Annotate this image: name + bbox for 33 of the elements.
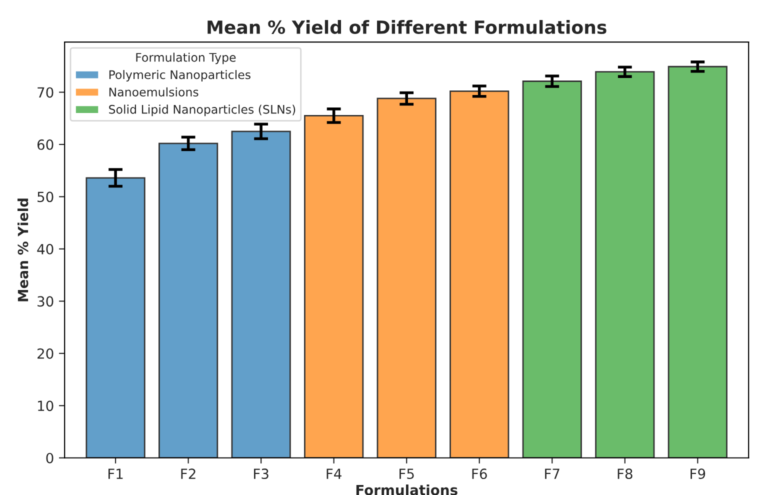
x-tick-label: F7 (545, 468, 560, 479)
x-tick-label: F2 (181, 468, 196, 479)
x-tick-label: F5 (400, 468, 414, 480)
x-tick-label: F4 (326, 468, 342, 479)
legend-label: Nanoemulsions (109, 87, 198, 96)
chart-title: Mean % Yield of Different Formulations (208, 20, 606, 34)
bar (158, 142, 218, 458)
x-tick-label: F9 (690, 468, 706, 480)
y-tick-label: 30 (38, 296, 54, 307)
y-tick-label: 20 (38, 348, 54, 359)
bar (231, 130, 291, 458)
legend-title: Formulation Type (136, 52, 236, 64)
bar (522, 80, 582, 458)
x-tick-label: F3 (254, 468, 268, 480)
bar (595, 71, 655, 458)
y-tick-label: 0 (46, 452, 54, 464)
legend-label: Polymeric Nanoparticles (109, 70, 250, 82)
x-tick-label: F1 (108, 468, 123, 479)
bar (668, 66, 728, 458)
bar (376, 98, 436, 458)
legend-label: Solid Lipid Nanoparticles (SLNs) (109, 104, 296, 116)
bar (86, 177, 146, 458)
bar (450, 90, 510, 458)
y-tick-label: 70 (38, 87, 54, 98)
y-tick-label: 50 (38, 192, 54, 202)
y-tick-label: 40 (37, 244, 54, 254)
y-tick-label: 10 (38, 400, 54, 412)
y-axis-title: Mean % Yield (18, 198, 28, 302)
y-tick-label: 60 (37, 139, 54, 150)
bar (304, 115, 364, 458)
x-axis-title: Formulations (356, 484, 458, 495)
x-tick-label: F6 (472, 468, 487, 480)
x-tick-label: F8 (618, 468, 632, 480)
